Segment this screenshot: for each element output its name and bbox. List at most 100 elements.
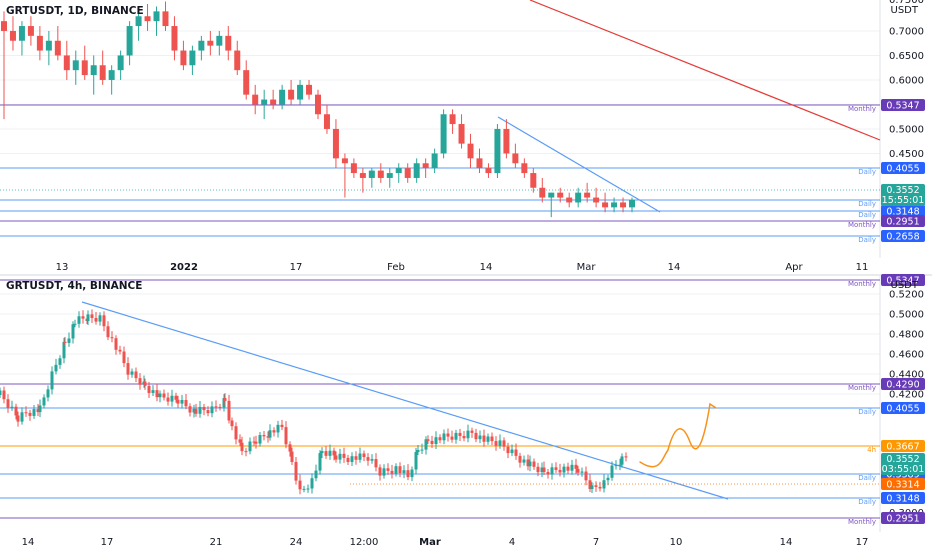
current-price-text: 0.3552 [886, 185, 919, 196]
candle-body [151, 390, 155, 393]
time-tick: Mar [419, 537, 441, 548]
candle-body [580, 471, 584, 473]
candle-body [240, 442, 244, 452]
candle-body [6, 399, 10, 408]
candle-body [406, 470, 410, 478]
candle-body [514, 449, 518, 456]
candle-body [218, 406, 222, 408]
candle-body [162, 393, 166, 398]
countdown-text: 15:55:01 [882, 195, 925, 206]
candle-body [346, 457, 350, 462]
candle-body [540, 467, 544, 473]
candle-body [318, 453, 322, 471]
level-price-tag [881, 230, 925, 242]
candle-body [32, 409, 36, 416]
level-price-tag [881, 402, 925, 414]
candle-body [458, 124, 465, 144]
level-price-tag [881, 274, 925, 286]
level-price-tag [881, 492, 925, 504]
candle-body [414, 452, 418, 470]
time-tick: Apr [785, 262, 803, 273]
daily-chart-panel: 0.70000.65000.60000.55000.50000.45000.75… [0, 0, 925, 273]
level-price-text: 0.2658 [886, 232, 919, 243]
level-price-tag [881, 162, 925, 174]
level-label: 4h [867, 446, 876, 454]
candle-body [536, 466, 540, 473]
candle-body [426, 439, 430, 441]
candle-body [10, 406, 14, 408]
candle-body [230, 420, 234, 427]
candle-body [611, 202, 618, 208]
candle-body [602, 202, 609, 208]
candle-body [288, 89, 295, 100]
candle-body [36, 35, 43, 51]
candle-body [198, 407, 202, 414]
candle-body [413, 163, 420, 178]
candle-body [395, 168, 402, 174]
candle-body [24, 412, 28, 414]
candle-body [478, 435, 482, 440]
candle-body [374, 459, 378, 468]
candle-body [99, 65, 106, 80]
candle-body [598, 486, 602, 489]
candle-body [310, 478, 314, 489]
candle-body [244, 451, 248, 453]
candle-body [341, 158, 348, 164]
candle-body [270, 99, 277, 105]
candle-body [126, 26, 133, 56]
candle-body [90, 65, 97, 76]
level-label: Daily [858, 236, 876, 244]
candle-body [118, 349, 122, 352]
candle-body [574, 464, 578, 469]
candle-body [266, 436, 270, 438]
candle-body [522, 459, 526, 463]
candle-body [528, 461, 532, 467]
price-tick: 0.4500 [889, 149, 924, 160]
candle-body [176, 399, 180, 404]
candle-body [629, 199, 635, 208]
time-tick: 14 [22, 537, 35, 548]
candle-body [276, 424, 280, 433]
candle-body [562, 466, 566, 473]
candle-body [252, 94, 259, 105]
time-tick: 7 [593, 537, 599, 548]
candle-body [86, 314, 90, 322]
candle-body [98, 315, 102, 322]
candle-body [306, 488, 310, 490]
candle-body [298, 480, 302, 490]
candle-body [328, 450, 332, 456]
candle-body [170, 395, 174, 402]
candle-body [180, 399, 184, 404]
candle-body [188, 406, 192, 413]
candle-body [214, 406, 218, 408]
candle-body [377, 170, 384, 178]
candle-body [258, 435, 262, 444]
time-tick: 21 [210, 537, 223, 548]
candle-body [130, 371, 134, 375]
level-label: Monthly [848, 280, 876, 288]
daily-currency-label: USDT [891, 5, 919, 16]
candle-body [147, 385, 151, 393]
candle-body [332, 450, 336, 456]
candle-body [584, 192, 591, 198]
level-price-tag [881, 440, 925, 452]
price-tick: 0.4200 [889, 390, 924, 401]
time-tick: 4 [509, 537, 515, 548]
candle-body [498, 440, 502, 446]
candle-body [126, 363, 130, 375]
candle-body [358, 453, 362, 460]
time-tick: 11 [856, 262, 869, 273]
price-tick: 0.5000 [889, 310, 924, 321]
candle-body [594, 485, 598, 487]
level-price-text: 0.4290 [886, 380, 919, 391]
candle-body [207, 40, 214, 46]
price-tick: 0.4400 [889, 370, 924, 381]
candle-body [62, 341, 66, 359]
level-price-text: 0.4055 [886, 164, 919, 175]
candle-body [288, 444, 292, 452]
4h-chart-panel: 0.52000.50000.48000.46000.44000.42000.30… [0, 274, 925, 548]
candle-body [620, 202, 627, 208]
candle-body [610, 465, 614, 478]
candle-body [526, 459, 530, 467]
